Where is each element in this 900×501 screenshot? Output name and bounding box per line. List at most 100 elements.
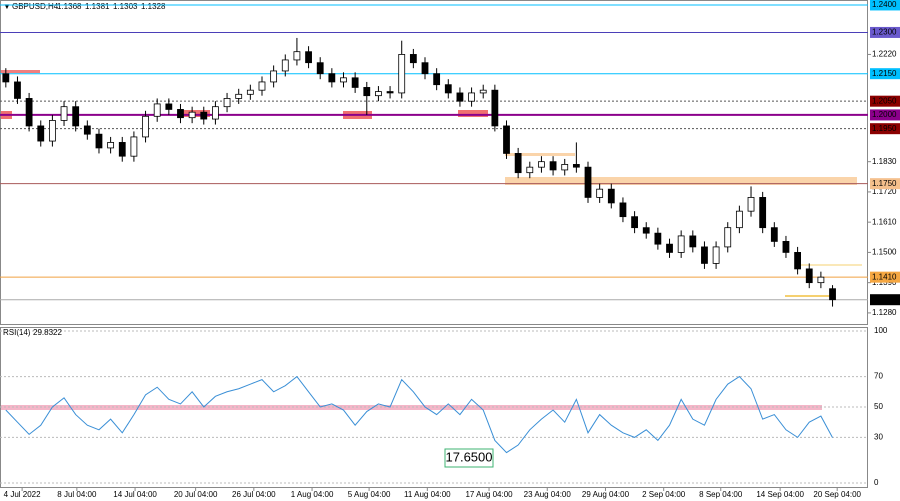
x-tick-label: 14 Jul 04:00: [113, 490, 157, 499]
header-value: 1.1328: [141, 2, 166, 11]
candle-body: [479, 89, 487, 94]
rsi-zone: [0, 405, 822, 410]
x-tick-label: 11 Aug 04:00: [404, 490, 451, 499]
candle-body: [514, 153, 522, 174]
candle-body: [549, 161, 557, 171]
rsi-frame: [0, 327, 868, 488]
y-tick-label: 1.1830: [872, 157, 897, 166]
level-label-box: [870, 0, 900, 11]
candle-body: [398, 54, 406, 94]
level-label: 1.2000: [872, 110, 897, 119]
candle-body: [200, 111, 208, 120]
x-tick-label: 23 Aug 04:00: [524, 490, 572, 499]
candle-body: [165, 103, 173, 110]
candle-body: [712, 246, 720, 264]
candle-body: [223, 98, 231, 108]
header-value: 1.1368: [57, 2, 82, 11]
candle-body: [107, 142, 115, 149]
candle-body: [596, 188, 604, 198]
level-label-box: [870, 271, 900, 283]
level-label-box: [870, 68, 900, 80]
candle-body: [829, 288, 836, 301]
candle-body: [561, 164, 569, 171]
zone: [505, 153, 575, 156]
rsi-tick-label: 50: [874, 402, 883, 411]
y-tick-label: 1.2220: [872, 50, 897, 59]
candle-body: [281, 59, 289, 72]
rsi-tick-label: 0: [874, 478, 879, 487]
candle-body: [701, 246, 708, 264]
rsi-tick-label: 70: [874, 372, 883, 381]
annotation-box: [444, 448, 494, 468]
candle-body: [526, 166, 534, 174]
y-tick-label: 1.1500: [872, 248, 897, 257]
candle-body: [735, 210, 743, 229]
candle-body: [409, 54, 417, 64]
candle-body: [258, 81, 266, 91]
level-label-box: [870, 95, 900, 107]
candle-body: [340, 77, 347, 83]
level-label: 1.2050: [872, 96, 897, 105]
candle-body: [130, 136, 138, 157]
candle-body: [351, 77, 359, 88]
level-label: 1.2300: [872, 28, 897, 37]
candle-body: [48, 120, 56, 142]
symbol-arrow: ▼: [3, 2, 11, 11]
x-tick-label: 8 Jul 04:00: [57, 490, 97, 499]
x-tick-label: 5 Aug 04:00: [348, 490, 391, 499]
symbol: GBPUSD,H4: [12, 2, 59, 11]
x-tick-label: 29 Aug 04:00: [582, 490, 630, 499]
candle-body: [235, 93, 243, 99]
level-label-box: [870, 178, 900, 190]
level-label: 1.1950: [872, 124, 897, 133]
x-tick-label: 2 Sep 04:00: [642, 490, 686, 499]
candle-body: [212, 106, 219, 120]
level-label: 1.2400: [872, 0, 897, 9]
candle-body: [759, 197, 767, 229]
candle-body: [386, 91, 394, 94]
candle-body: [491, 89, 499, 127]
candle-body: [270, 70, 278, 83]
candle-body: [677, 235, 685, 253]
candle-body: [444, 84, 452, 94]
level-label-box: [870, 123, 900, 135]
level-label-box: [870, 294, 900, 306]
level-label: 1.2150: [872, 69, 897, 78]
y-tick-label: 1.1610: [872, 217, 897, 226]
header-value: 1.1381: [85, 2, 110, 11]
level-label-box: [870, 109, 900, 121]
level-label: 1.1750: [872, 179, 897, 188]
candle-body: [142, 115, 149, 138]
candle-body: [316, 62, 324, 75]
x-tick-label: 26 Jul 04:00: [232, 490, 276, 499]
candle-body: [538, 161, 545, 168]
candle-body: [782, 241, 790, 253]
x-tick-label: 1 Aug 04:00: [291, 490, 334, 499]
main-frame: [0, 0, 868, 325]
candle-body: [177, 109, 184, 119]
level-label-box: [870, 26, 900, 38]
candle-body: [2, 73, 10, 83]
candle-body: [25, 98, 33, 127]
x-tick-label: 20 Sep 04:00: [813, 490, 861, 499]
candle-body: [153, 103, 161, 117]
candle-body: [421, 62, 429, 75]
candle-body: [14, 81, 21, 99]
candle-body: [607, 188, 615, 204]
candle-body: [805, 268, 813, 284]
rsi-line: [5, 375, 833, 454]
candle-body: [72, 106, 80, 127]
candle-body: [666, 243, 673, 253]
candle-body: [631, 216, 638, 229]
x-tick-label: 20 Jul 04:00: [174, 490, 218, 499]
zone: [458, 110, 488, 117]
y-tick-label: 1.1720: [872, 187, 897, 196]
candle-body: [689, 235, 697, 248]
candle-body: [572, 164, 580, 168]
candle-body: [328, 73, 336, 83]
candle-body: [619, 202, 627, 218]
candle-body: [37, 125, 45, 142]
zone: [0, 70, 40, 73]
